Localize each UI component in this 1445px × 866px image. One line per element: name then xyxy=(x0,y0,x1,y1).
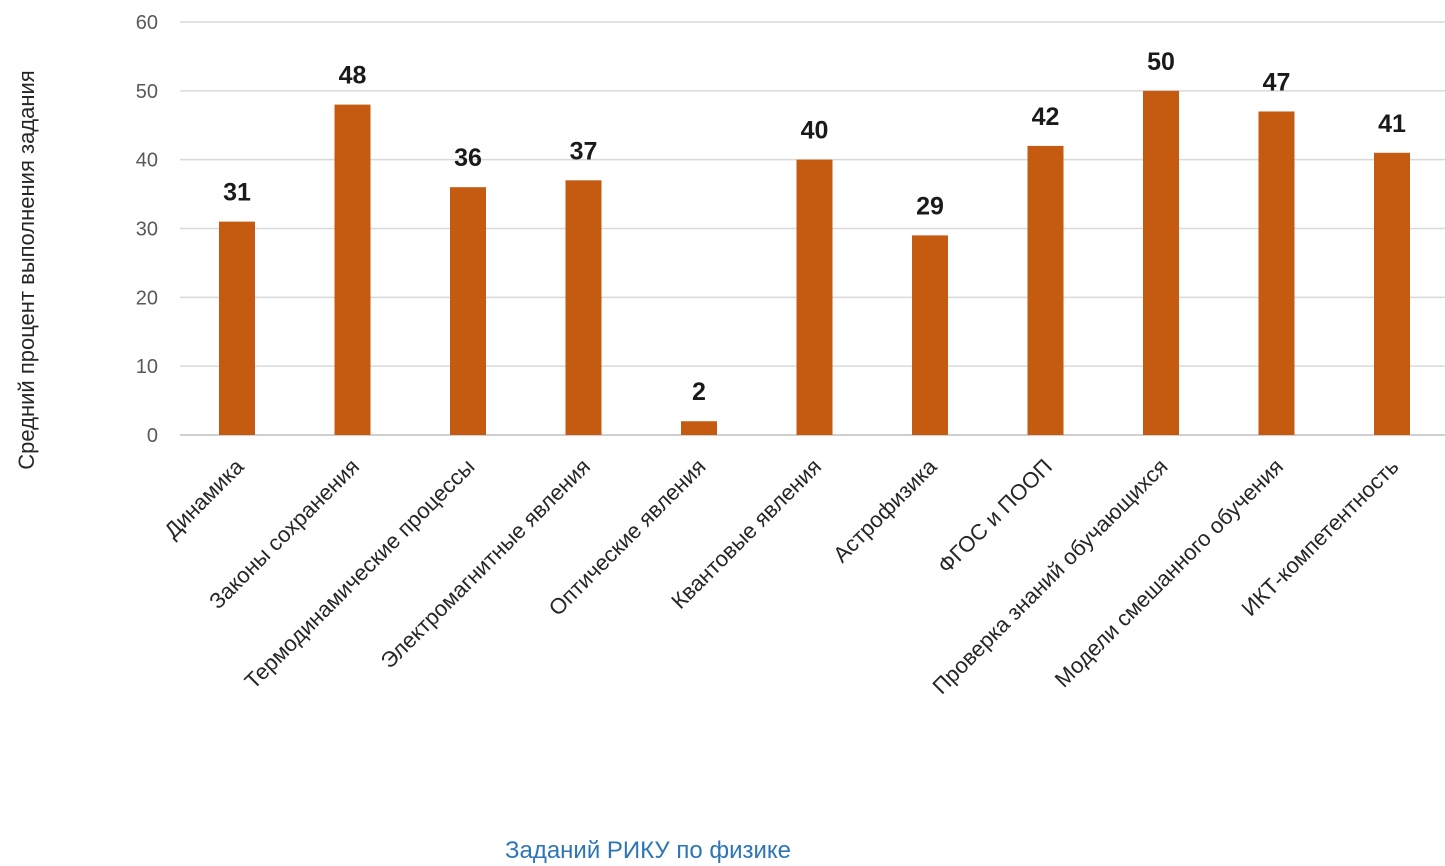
y-tick-label: 40 xyxy=(136,150,158,172)
bar xyxy=(681,421,717,435)
category-label: Электромагнитные явления xyxy=(376,454,595,673)
y-tick-label: 20 xyxy=(136,287,158,309)
category-label: ФГОС и ПООП xyxy=(933,454,1057,578)
data-label: 2 xyxy=(692,378,706,406)
bar xyxy=(1027,145,1064,435)
y-axis-ticks: 0 10 20 30 40 50 60 xyxy=(136,12,158,447)
data-label: 41 xyxy=(1378,110,1406,138)
x-axis-title: Заданий РИКУ по физике xyxy=(505,837,791,864)
category-label: Астрофизика xyxy=(828,453,942,567)
category-label: Модели смешанного обучения xyxy=(1050,454,1288,692)
data-label: 40 xyxy=(801,117,829,145)
category-label: Термодинамические процессы xyxy=(240,454,480,694)
y-tick-label: 60 xyxy=(136,12,158,34)
bar xyxy=(565,180,602,435)
y-tick-label: 50 xyxy=(136,81,158,103)
data-label: 31 xyxy=(223,179,251,207)
bar xyxy=(1258,111,1295,435)
bar xyxy=(1374,152,1410,436)
bar xyxy=(912,235,948,435)
category-label: Проверка знаний обучающихся xyxy=(927,454,1172,699)
category-label: Динамика xyxy=(159,453,249,543)
y-axis-title: Средний процент выполнения задания xyxy=(14,70,39,469)
data-labels: 31 48 36 37 2 40 29 42 50 47 41 xyxy=(223,48,1406,406)
data-label: 36 xyxy=(454,144,482,172)
data-label: 47 xyxy=(1263,68,1291,96)
data-label: 50 xyxy=(1147,48,1175,76)
bars xyxy=(219,90,1410,436)
y-tick-label: 10 xyxy=(136,356,158,378)
data-label: 48 xyxy=(339,62,367,90)
bar xyxy=(796,159,833,435)
data-label: 37 xyxy=(570,137,598,165)
bar xyxy=(219,221,255,435)
bar xyxy=(450,187,486,435)
y-tick-label: 0 xyxy=(147,425,158,447)
data-label: 42 xyxy=(1032,103,1060,131)
data-label: 29 xyxy=(916,192,944,220)
bar xyxy=(334,104,371,435)
bar xyxy=(1143,90,1179,435)
y-tick-label: 30 xyxy=(136,219,158,241)
